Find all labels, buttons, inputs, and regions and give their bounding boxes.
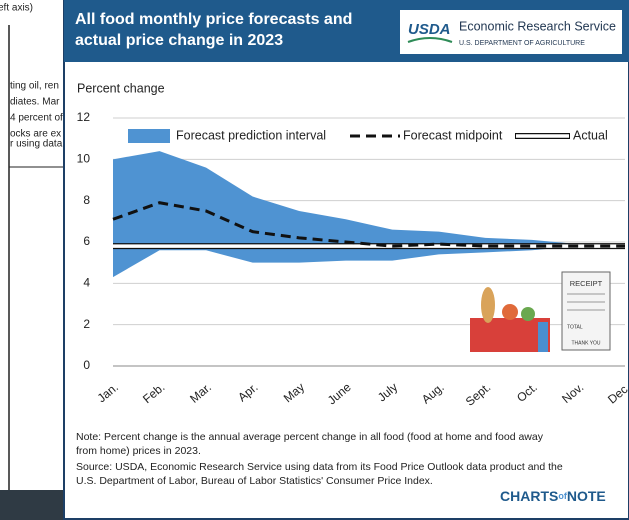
source-text: Source: USDA, Economic Research Service … (76, 461, 563, 473)
y-tick-label: 12 (77, 110, 91, 124)
receipt-text: RECEIPT (570, 279, 603, 288)
bread (481, 287, 495, 323)
logo-box (400, 10, 622, 54)
legend-swatch (128, 129, 170, 143)
source-text: U.S. Department of Labor, Bureau of Labo… (76, 475, 433, 487)
chart-title: All food monthly price forecasts and (75, 11, 352, 28)
doc-footer (0, 490, 66, 520)
receipt (561, 271, 611, 351)
doc-text: ting oil, ren (10, 81, 59, 92)
legend-label: Actual (573, 128, 608, 142)
midpoint-line (112, 201, 625, 248)
produce (521, 307, 535, 321)
doc-text: r using data (10, 139, 63, 150)
doc-text: 4 percent of (10, 113, 63, 124)
doc-text: eft axis) (0, 3, 33, 14)
y-tick-label: 4 (83, 276, 90, 290)
y-axis-label: Percent change (77, 81, 165, 95)
y-tick-label: 10 (77, 152, 91, 166)
doc-text: diates. Mar (10, 97, 60, 108)
background-doc (0, 0, 66, 520)
receipt-text: THANK YOU (571, 340, 600, 346)
y-tick-label: 6 (83, 234, 90, 248)
brand-text: CHARTS (500, 488, 558, 504)
legend-label: Forecast prediction interval (176, 128, 326, 142)
receipt-text: TOTAL (567, 324, 583, 330)
note-text: from home) prices in 2023. (76, 445, 201, 457)
brand-text: NOTE (567, 488, 606, 504)
note-text: Note: Percent change is the annual avera… (76, 431, 544, 443)
agency-name: Economic Research Service (459, 19, 616, 33)
y-tick-label: 2 (83, 317, 90, 331)
illustration: RECEIPT TOTAL THANK YOU (470, 271, 611, 352)
doc-text: ocks are ex (10, 129, 61, 140)
logo-swoosh (407, 37, 453, 43)
brand: CHARTSofNOTE (500, 488, 606, 504)
brand-text: of (558, 491, 567, 501)
y-tick-label: 8 (83, 193, 90, 207)
bottle (538, 322, 548, 352)
produce (502, 304, 518, 320)
y-tick-label: 0 (83, 358, 90, 372)
legend-label: Forecast midpoint (403, 128, 503, 142)
usda-logo: USDA (408, 21, 451, 38)
chart-title: actual price change in 2023 (75, 32, 283, 49)
department-name: U.S. DEPARTMENT OF AGRICULTURE (459, 40, 585, 47)
basket (470, 318, 550, 352)
